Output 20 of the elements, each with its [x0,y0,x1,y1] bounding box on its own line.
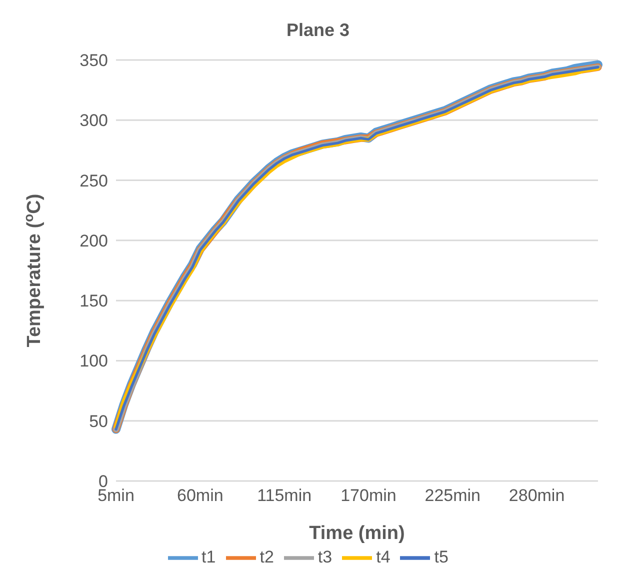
x-tick-label: 60min [177,486,224,506]
legend-label: t1 [202,547,216,566]
y-tick-label: 250 [80,171,108,190]
x-tick-label: 115min [257,486,312,506]
legend-label: t3 [318,547,332,566]
y-tick-label: 100 [80,352,108,371]
y-tick-label: 150 [80,292,108,311]
y-tick-label: 50 [89,412,108,431]
x-tick-label: 170min [340,486,396,506]
legend-label: t4 [376,547,390,566]
x-axis-title: Time (min) [309,523,405,544]
chart-title: Plane 3 [285,19,351,42]
x-tick-label: 225min [424,486,481,506]
y-tick-label: 300 [80,111,108,130]
legend-label: t5 [434,547,448,566]
legend-label: t2 [260,547,274,566]
y-tick-label: 350 [80,51,108,70]
x-tick-label: 5min [98,486,134,506]
y-tick-label: 200 [80,231,108,250]
x-tick-label: 280min [508,486,565,506]
